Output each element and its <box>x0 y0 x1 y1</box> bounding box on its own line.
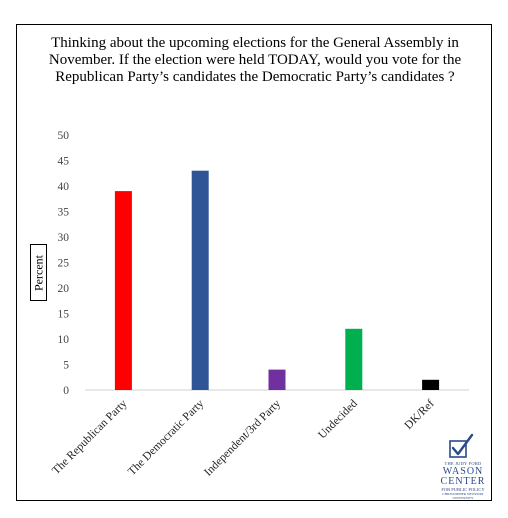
y-tick-label: 40 <box>58 181 70 193</box>
logo-text-line4: FOR PUBLIC POLICY <box>441 487 485 492</box>
bars-group <box>114 170 440 390</box>
y-tick-label: 10 <box>58 334 70 346</box>
logo-text-wason: WASON <box>442 466 484 477</box>
x-category-label: Independent/3rd Party <box>202 397 283 478</box>
wason-center-logo: THE JUDY FORD WASON CENTER FOR PUBLIC PO… <box>435 433 491 500</box>
y-axis-label: Percent <box>31 254 45 291</box>
y-tick-label: 35 <box>58 207 70 219</box>
y-tick-label: 30 <box>58 232 70 244</box>
bar-1 <box>191 170 209 390</box>
x-category-label: The Democratic Party <box>126 397 206 477</box>
chart-title: Thinking about the upcoming elections fo… <box>48 35 462 85</box>
bar-3 <box>345 328 363 390</box>
chart-frame: Thinking about the upcoming elections fo… <box>16 24 492 501</box>
y-axis-ticks: 0 5 10 15 20 25 30 35 40 45 50 <box>58 130 70 397</box>
y-tick-label: 25 <box>58 258 70 270</box>
y-tick-label: 45 <box>58 156 70 168</box>
logo-text-line1: THE JUDY FORD <box>444 461 482 466</box>
y-tick-label: 20 <box>58 283 70 295</box>
y-tick-label: 5 <box>63 360 69 372</box>
logo-text-line5: CHRISTOPHER NEWPORT UNIVERSITY <box>442 492 484 500</box>
bar-4 <box>422 379 440 390</box>
y-axis-label-box: Percent <box>30 244 47 301</box>
y-tick-label: 15 <box>58 309 70 321</box>
checkbox-check-icon <box>449 433 474 458</box>
x-category-label: Undecided <box>316 397 360 441</box>
chart-plot: 0 5 10 15 20 25 30 35 40 45 50 The Republican Part… <box>50 130 469 479</box>
y-tick-label: 50 <box>58 130 70 142</box>
logo-text-center: CENTER <box>440 476 486 487</box>
x-category-label: DK/Ref <box>402 398 436 432</box>
bar-2 <box>268 369 286 390</box>
bar-0 <box>114 191 132 390</box>
y-tick-label: 0 <box>63 385 69 397</box>
x-category-label: The Republican Party <box>50 397 130 477</box>
